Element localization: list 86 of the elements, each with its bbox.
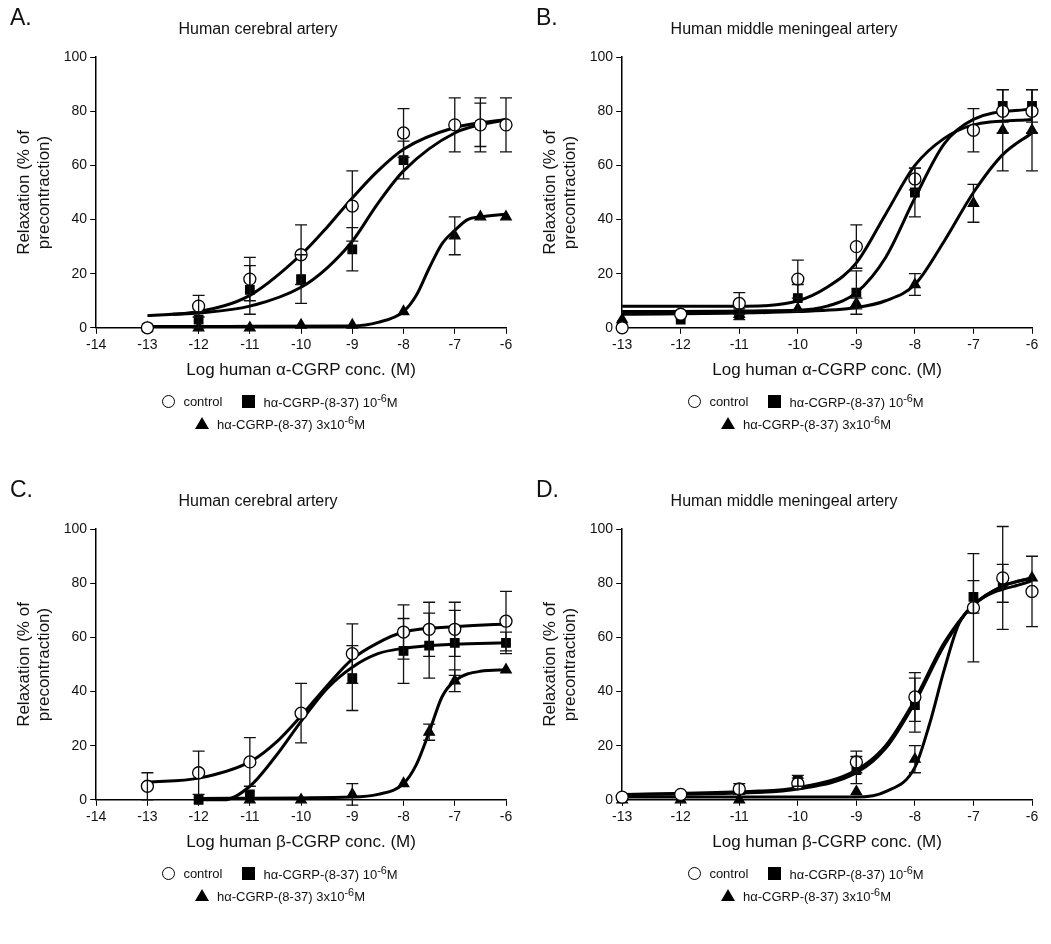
x-tick-label: -11 [729,808,750,825]
text: A. [10,4,32,31]
y-axis-title: Relaxation (% of precontraction) [539,601,580,727]
y-tick-label: 0 [605,790,614,807]
y-tick-label: 80 [71,102,88,119]
x-tick-label: -7 [448,336,462,353]
y-tick-label: 100 [589,48,614,65]
x-tick-label: -6 [1025,336,1039,353]
x-tick-label: -8 [397,336,410,353]
legend-label: hα-CGRP-(8-37) 10$^{-6}$M [263,864,398,883]
x-tick-label: -14 [86,336,107,353]
y-axis-title: Relaxation (% of precontraction) [13,129,54,255]
y-tick-label: 20 [71,264,88,281]
x-tick-label: -9 [346,336,359,353]
x-tick-label: -13 [137,336,158,353]
x-tick-label: -7 [967,808,980,825]
x-tick-label: -11 [240,336,260,353]
x-tick-label: -14 [86,808,107,825]
x-tick-label: -12 [670,336,692,353]
legend-label: hα-CGRP-(8-37) 10$^{-6}$M [263,392,398,411]
y-tick-label: 40 [71,210,88,227]
x-axis-title: Log human β-CGRP conc. (M) [186,832,416,852]
legend-label: hα-CGRP-(8-37) 3x10$^{-6}$M [217,886,365,905]
x-tick-label: -10 [787,336,809,353]
legend-label: hα-CGRP-(8-37) 10$^{-6}$M [789,864,924,883]
x-tick-label: -10 [290,336,312,353]
x-tick-label: -6 [1025,808,1039,825]
legend-label: control [183,393,223,409]
x-tick-label: -10 [787,808,809,825]
y-tick-label: 40 [597,210,614,227]
y-tick-label: 20 [71,736,88,753]
x-tick-label: -13 [137,808,158,825]
y-tick-label: 0 [605,318,614,335]
y-tick-label: 0 [79,790,88,807]
x-tick-label: -6 [499,336,513,353]
x-tick-label: -10 [290,808,312,825]
chart-title: Human cerebral artery [178,492,338,510]
y-tick-label: 100 [589,520,614,537]
y-tick-label: 20 [597,736,614,753]
legend-label: hα-CGRP-(8-37) 3x10$^{-6}$M [217,414,365,433]
x-tick-label: -9 [346,808,359,825]
text: C. [10,476,33,503]
y-tick-label: 20 [597,264,614,281]
x-tick-label: -12 [670,808,692,825]
y-tick-label: 80 [597,574,614,591]
x-tick-label: -12 [188,336,209,353]
legend-label: hα-CGRP-(8-37) 10$^{-6}$M [789,392,924,411]
x-tick-label: -7 [448,808,462,825]
y-tick-label: 40 [71,682,88,699]
text: B. [536,4,558,31]
x-tick-label: -11 [240,808,260,825]
x-axis-title: Log human α-CGRP conc. (M) [186,360,416,380]
legend-label: control [709,865,749,881]
legend-label: hα-CGRP-(8-37) 3x10$^{-6}$M [743,414,891,433]
y-tick-label: 100 [63,520,88,537]
y-tick-label: 60 [597,628,614,645]
legend-label: control [709,393,749,409]
legend-label: control [183,865,223,881]
x-tick-label: -9 [850,808,863,825]
chart-title: Human middle meningeal artery [670,20,898,38]
x-tick-label: -7 [967,336,980,353]
y-tick-label: 60 [71,156,88,173]
y-tick-label: 100 [63,48,88,65]
x-axis-title: Log human β-CGRP conc. (M) [712,832,942,852]
x-tick-label: -6 [499,808,513,825]
x-tick-label: -13 [612,808,633,825]
y-axis-title: Relaxation (% of precontraction) [13,601,54,727]
y-tick-label: 60 [71,628,88,645]
x-tick-label: -8 [908,336,922,353]
y-tick-label: 40 [597,682,614,699]
x-axis-title: Log human α-CGRP conc. (M) [712,360,942,380]
legend-label: hα-CGRP-(8-37) 3x10$^{-6}$M [743,886,891,905]
x-tick-label: -11 [729,336,750,353]
y-axis-title: Relaxation (% of precontraction) [539,129,580,255]
x-tick-label: -8 [397,808,410,825]
x-tick-label: -13 [612,336,633,353]
y-tick-label: 80 [71,574,88,591]
x-tick-label: -9 [850,336,863,353]
y-tick-label: 80 [597,102,614,119]
chart-title: Human cerebral artery [178,20,338,38]
y-tick-label: 0 [79,318,88,335]
x-tick-label: -12 [188,808,209,825]
text: D. [536,476,559,503]
chart-title: Human middle meningeal artery [670,492,898,510]
y-tick-label: 60 [597,156,614,173]
x-tick-label: -8 [908,808,922,825]
